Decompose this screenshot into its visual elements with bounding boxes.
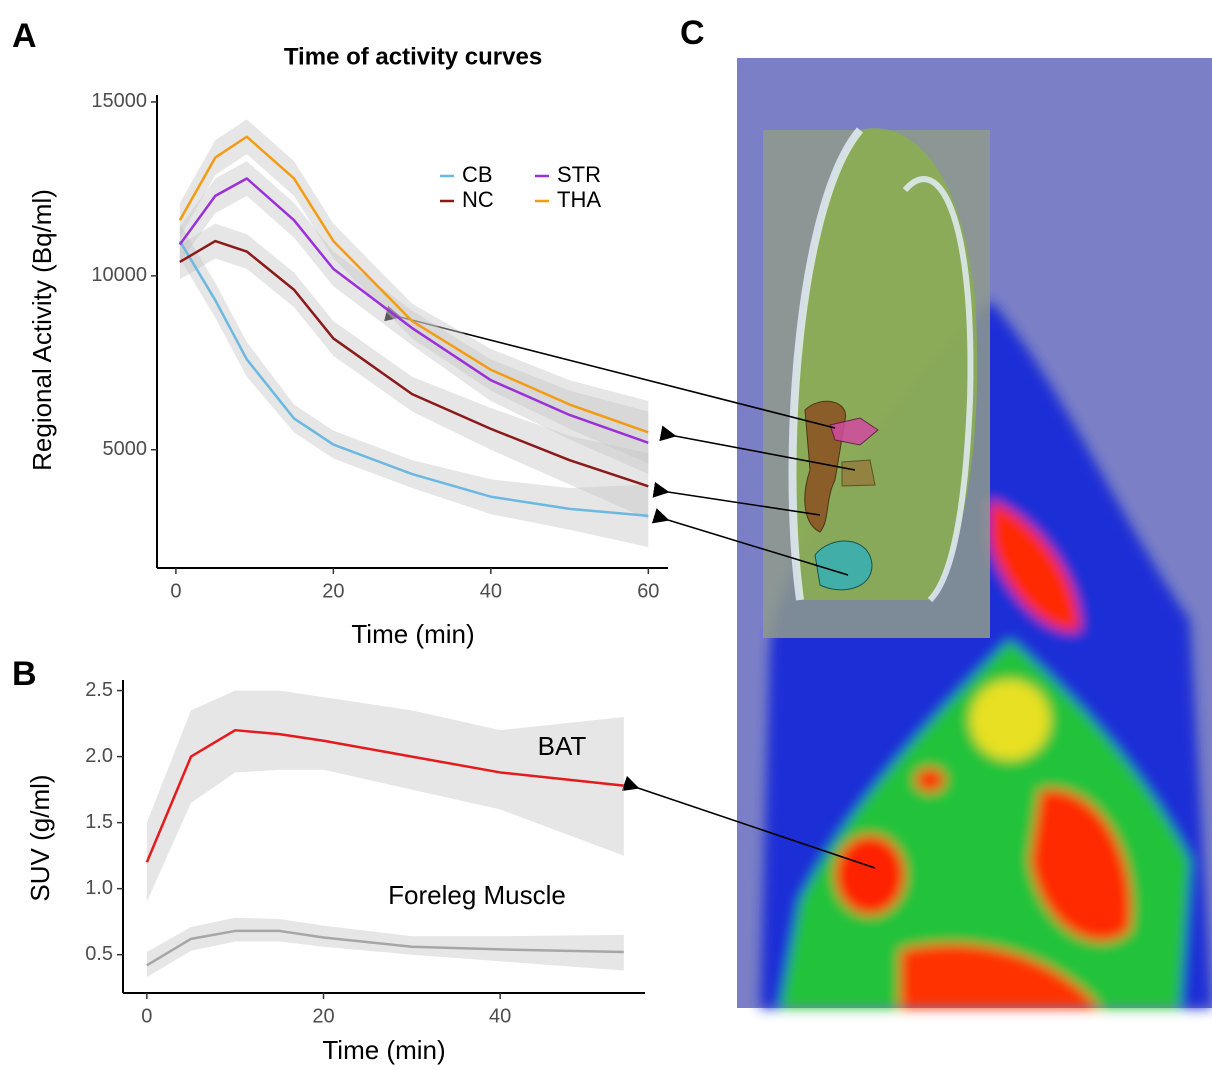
series-line bbox=[178, 177, 649, 444]
confidence-band bbox=[146, 917, 624, 978]
y-axis-title: Regional Activity (Bq/ml) bbox=[27, 189, 57, 471]
y-tick-label: 1.5 bbox=[85, 811, 113, 833]
roi-cb bbox=[814, 540, 873, 591]
x-axis-title: Time (min) bbox=[322, 1035, 445, 1065]
series-line bbox=[178, 135, 649, 434]
y-axis-title: SUV (g/ml) bbox=[25, 774, 55, 901]
legend-label: STR bbox=[557, 162, 601, 187]
arrow bbox=[384, 305, 836, 429]
panel-label: A bbox=[12, 17, 37, 55]
skull bbox=[788, 127, 864, 601]
brain bbox=[792, 128, 978, 600]
skull-inner bbox=[902, 176, 974, 603]
legend-label: CB bbox=[462, 162, 493, 187]
confidence-band bbox=[179, 119, 649, 464]
x-axis-title: Time (min) bbox=[351, 619, 474, 649]
series-line bbox=[145, 728, 624, 863]
y-tick-label: 0.5 bbox=[85, 943, 113, 965]
x-tick-label: 0 bbox=[170, 580, 181, 602]
y-tick-label: 5000 bbox=[103, 438, 148, 460]
pet-image bbox=[737, 58, 1212, 1008]
series-line bbox=[178, 240, 649, 518]
x-tick-label: 60 bbox=[637, 580, 659, 602]
chart-title: Time of activity curves bbox=[284, 43, 542, 70]
confidence-band bbox=[146, 690, 624, 902]
x-tick-label: 0 bbox=[141, 1005, 152, 1027]
arrows bbox=[384, 305, 876, 869]
series-line bbox=[179, 239, 649, 488]
x-tick-label: 20 bbox=[312, 1005, 334, 1027]
arrow bbox=[621, 775, 876, 869]
legend-label: NC bbox=[462, 187, 494, 212]
series-label: Foreleg Muscle bbox=[388, 880, 566, 910]
x-tick-label: 40 bbox=[480, 580, 502, 602]
confidence-band bbox=[179, 223, 649, 548]
legend-label: THA bbox=[557, 187, 601, 212]
y-tick-label: 2.0 bbox=[85, 745, 113, 767]
panel-label: C bbox=[680, 14, 705, 52]
arrow bbox=[651, 508, 849, 576]
panel-label: B bbox=[12, 655, 37, 693]
y-tick-label: 2.5 bbox=[85, 679, 113, 701]
arrow bbox=[652, 481, 821, 516]
confidence-band bbox=[179, 161, 649, 475]
y-tick-label: 15000 bbox=[91, 90, 147, 112]
series-label: BAT bbox=[538, 731, 587, 761]
series-line bbox=[146, 929, 624, 967]
arrow bbox=[659, 425, 856, 471]
y-tick-label: 1.0 bbox=[85, 877, 113, 899]
x-tick-label: 20 bbox=[322, 580, 344, 602]
x-tick-label: 40 bbox=[489, 1005, 511, 1027]
roi-tha bbox=[841, 459, 876, 487]
roi-str bbox=[829, 417, 879, 446]
y-tick-label: 10000 bbox=[91, 264, 147, 286]
